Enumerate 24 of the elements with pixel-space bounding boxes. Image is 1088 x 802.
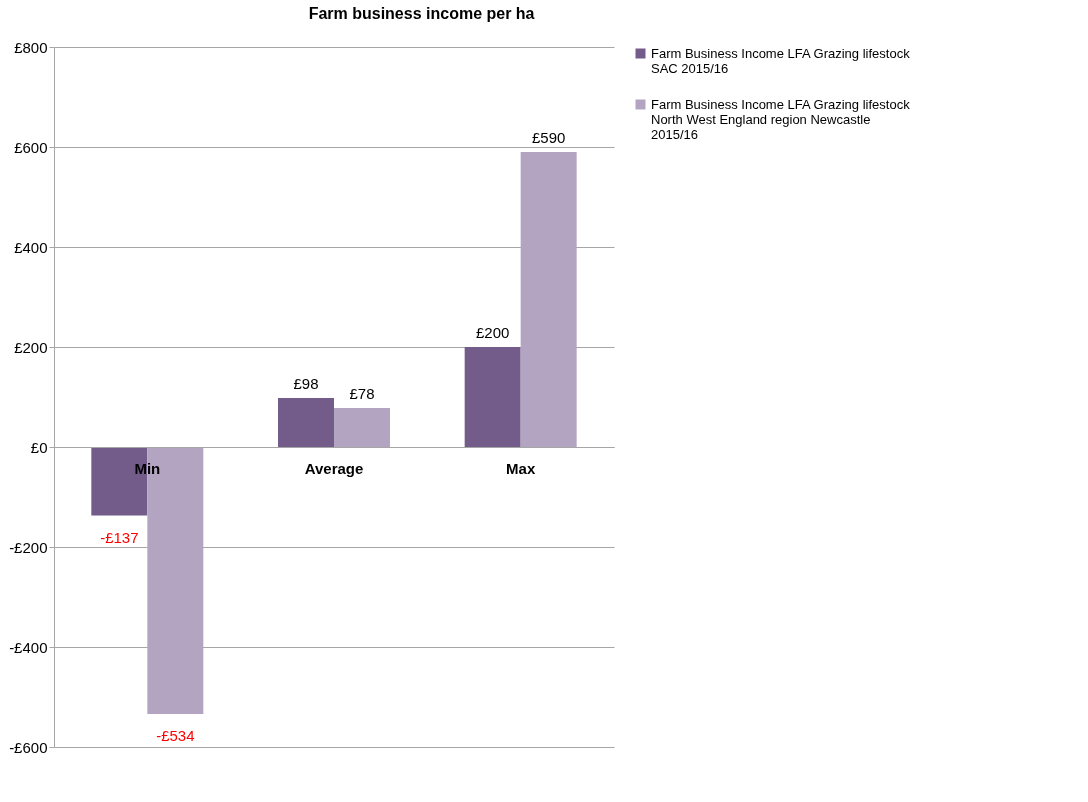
data-label: £98 xyxy=(293,375,319,392)
y-tick-label: -£200 xyxy=(9,538,48,556)
data-label: -£534 xyxy=(156,727,195,744)
legend-label: Farm Business Income LFA Grazing lifestock North West England region Newcastle 2015/16 xyxy=(651,96,911,142)
y-tick-label: £400 xyxy=(14,238,48,256)
y-tick-label: £600 xyxy=(14,138,48,156)
x-tick-label: Max xyxy=(506,459,536,477)
bar xyxy=(520,152,577,447)
bar xyxy=(464,347,521,447)
data-label: £78 xyxy=(349,385,375,402)
data-label: -£137 xyxy=(100,528,139,546)
chart-title: Farm business income per ha xyxy=(308,5,535,22)
x-tick-label: Average xyxy=(304,459,364,477)
y-tick-label: -£400 xyxy=(9,638,48,656)
y-tick-label: £200 xyxy=(14,338,48,356)
bar xyxy=(334,408,390,447)
y-tick-label: -£600 xyxy=(9,738,48,756)
data-label: £200 xyxy=(475,324,510,341)
y-tick-label: £800 xyxy=(14,38,48,56)
data-label: £590 xyxy=(531,129,566,146)
legend-label: Farm Business Income LFA Grazing lifestock SAC 2015/16 xyxy=(651,45,911,76)
y-tick-label: £0 xyxy=(30,438,48,456)
bar xyxy=(278,398,334,447)
x-tick-label: Min xyxy=(134,459,161,477)
